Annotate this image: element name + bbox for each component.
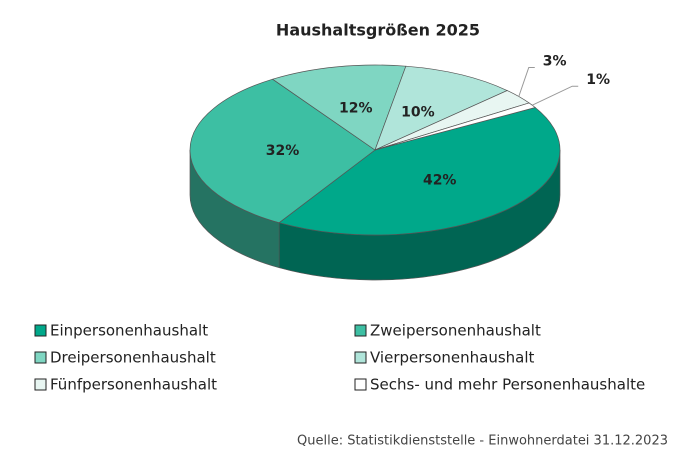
slice <box>374 65 509 151</box>
legend-swatch <box>34 351 47 364</box>
legend-label: Zweipersonenhaushalt <box>370 322 541 340</box>
leader-line <box>518 67 535 97</box>
leader-line <box>532 85 579 106</box>
legend-label: Fünfpersonenhaushalt <box>50 376 217 394</box>
data-label: 3% <box>543 54 567 70</box>
data-label: 12% <box>339 100 373 116</box>
legend-swatch <box>354 324 367 337</box>
legend-label: Einpersonenhaushalt <box>50 322 208 340</box>
source: Quelle: Statistikdienststelle - Einwohne… <box>297 434 668 449</box>
legend-swatch <box>34 378 47 391</box>
slice <box>271 64 407 151</box>
data-label: 10% <box>401 104 435 120</box>
legend-swatch <box>354 378 367 391</box>
slice <box>278 107 561 236</box>
chart-title: Haushaltsgrößen 2025 <box>276 21 480 40</box>
slice <box>374 102 536 151</box>
data-label: 32% <box>266 143 300 159</box>
slice <box>189 78 376 224</box>
legend-swatch <box>354 351 367 364</box>
legend-label: Vierpersonenhaushalt <box>370 349 535 367</box>
data-label: 1% <box>586 72 610 88</box>
data-label: 42% <box>423 172 457 188</box>
legend-label: Sechs- und mehr Personenhaushalte <box>370 376 645 394</box>
legend-swatch <box>34 324 47 337</box>
legend-label: Dreipersonenhaushalt <box>50 349 216 367</box>
